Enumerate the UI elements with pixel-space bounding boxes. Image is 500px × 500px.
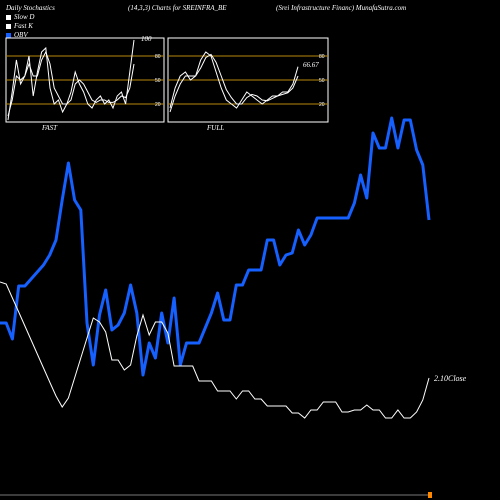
fast-panel-fast-k-line xyxy=(7,39,135,121)
chart-title-left: Daily Stochastics xyxy=(6,4,55,12)
full-tick-label-20: 20 xyxy=(319,102,325,108)
panel-full: 20 50 80 66.67 FULL xyxy=(167,37,329,132)
legend-item-fast-k: Fast K xyxy=(6,22,33,30)
close-label: 2.10Close xyxy=(434,374,467,383)
obv-line xyxy=(0,116,431,377)
chart-title-right: (Srei Infrastructure Financ) MunafaSutra… xyxy=(276,4,407,12)
full-panel-value-label: 66.67 xyxy=(303,61,319,69)
last-bar-marker xyxy=(428,492,432,498)
full-tick-label-50: 50 xyxy=(319,78,325,84)
fast-tick-label-20: 20 xyxy=(155,102,161,108)
legend-label-slow-d: Slow D xyxy=(14,13,35,21)
full-tick-label-80: 80 xyxy=(319,54,325,60)
full-panel-label: FULL xyxy=(206,124,224,132)
legend-item-obv: OBV xyxy=(6,31,28,39)
legend-swatch-slow-d xyxy=(6,14,11,20)
legend-swatch-obv xyxy=(6,32,11,38)
panel-fast: 20 50 80 100 FAST xyxy=(5,35,165,132)
fast-tick-label-80: 80 xyxy=(155,54,161,60)
legend-item-slow-d: Slow D xyxy=(6,13,34,21)
legend-label-fast-k: Fast K xyxy=(14,22,33,30)
legend-swatch-fast-k xyxy=(6,23,11,29)
fast-tick-label-50: 50 xyxy=(155,78,161,84)
price-line xyxy=(0,281,430,419)
full-panel-fast-k-line xyxy=(169,51,299,109)
chart-title-center: (14,3,3) Charts for SREINFRA_BE xyxy=(128,4,227,12)
fast-panel-label: FAST xyxy=(41,124,58,132)
legend-label-obv: OBV xyxy=(14,31,28,39)
fast-panel-value-label: 100 xyxy=(141,35,152,43)
fast-panel-slow-d-line xyxy=(7,50,135,117)
